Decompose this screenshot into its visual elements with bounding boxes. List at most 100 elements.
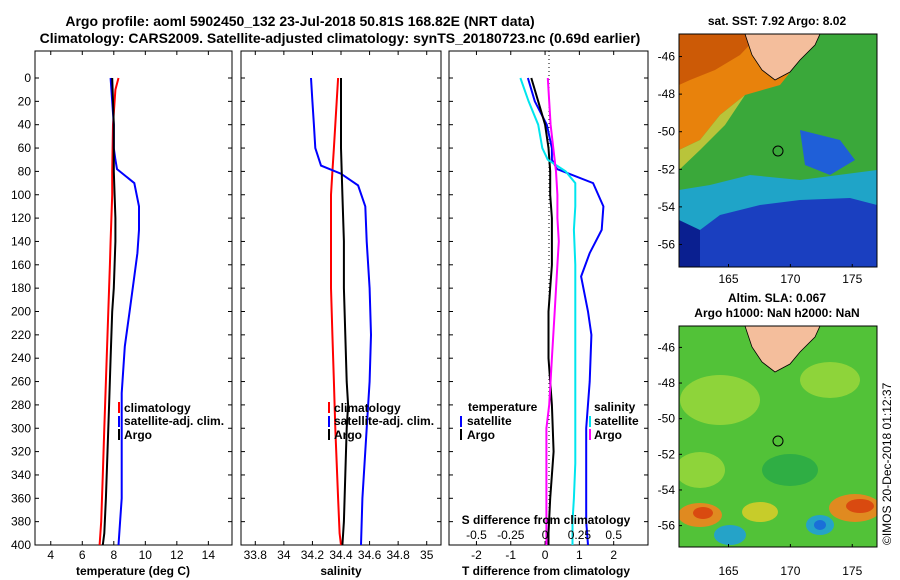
x-tick-label: 34.4 — [329, 548, 353, 562]
sst-argo-marker — [772, 145, 784, 157]
map-y-tick-label: -56 — [658, 237, 676, 251]
x-tick-label: 0 — [542, 548, 549, 562]
temperature-panel — [34, 50, 233, 546]
depth-tick-label: 200 — [11, 305, 31, 319]
map-x-tick-label: 170 — [780, 272, 800, 286]
legend-argo: Argo — [124, 428, 152, 442]
depth-tick-label: 340 — [11, 468, 31, 482]
depth-tick-label: 60 — [18, 141, 32, 155]
salinity-xlabel: salinity — [320, 564, 362, 578]
s-tick-label: 0.25 — [568, 528, 592, 542]
sst-map-frame — [678, 33, 878, 268]
map-y-tick-label: -48 — [658, 376, 676, 390]
depth-tick-label: 20 — [18, 94, 32, 108]
map-x-tick-label: 170 — [780, 564, 800, 578]
map-y-tick-label: -50 — [658, 412, 676, 426]
depth-tick-label: 140 — [11, 234, 31, 248]
sla-light-patch — [679, 452, 725, 488]
sla-map — [679, 326, 877, 547]
map-y-tick-label: -52 — [658, 162, 676, 176]
sla-map-frame — [678, 325, 878, 548]
x-tick-label: -1 — [505, 548, 516, 562]
s-difference-ticks: -0.5 -0.25 0 0.25 0.5 — [466, 528, 622, 542]
depth-tick-label: 320 — [11, 445, 31, 459]
x-tick-label: 35 — [420, 548, 434, 562]
legend-satellite: satellite-adj. clim. — [124, 414, 224, 428]
series-line-argo — [101, 77, 117, 546]
axis-ticks — [35, 51, 648, 546]
x-tick-label: 1 — [576, 548, 583, 562]
s-tick-label: 0 — [542, 528, 549, 542]
sst-yellow-band — [679, 95, 745, 170]
map-y-tick-label: -52 — [658, 447, 676, 461]
sla-land — [744, 326, 821, 373]
sla-map-title-line2: Argo h1000: NaN h2000: NaN — [694, 306, 859, 320]
depth-tick-label: 400 — [11, 538, 31, 552]
map-x-tick-label: 175 — [842, 564, 862, 578]
sla-mid-anomaly — [742, 502, 778, 522]
sst-blue-patch — [800, 130, 855, 175]
sla-light-patch — [800, 362, 860, 398]
s-difference-label: S difference from climatology — [462, 513, 631, 527]
x-tick-label: 4 — [47, 548, 54, 562]
s-tick-label: -0.25 — [497, 528, 525, 542]
legend-s-satellite: satellite — [594, 414, 639, 428]
x-tick-label: 34.2 — [301, 548, 325, 562]
series-line-s-argo — [545, 77, 560, 545]
map-y-tick-label: -54 — [658, 200, 676, 214]
x-tick-label: 10 — [139, 548, 153, 562]
sla-map-title-line1: Altim. SLA: 0.067 — [728, 291, 826, 305]
depth-tick-label: 380 — [11, 515, 31, 529]
x-tick-label: 34.8 — [386, 548, 410, 562]
legend-title-salinity: salinity — [594, 400, 636, 414]
legend-argo: Argo — [334, 428, 362, 442]
map-y-tick-label: -50 — [658, 125, 676, 139]
x-tick-label: 33.8 — [244, 548, 268, 562]
depth-tick-label: 40 — [18, 118, 32, 132]
sst-warm-core — [679, 34, 760, 85]
legend-satellite: satellite-adj. clim. — [334, 414, 434, 428]
series-line-s-satellite — [519, 77, 577, 545]
x-tick-labels: 4 6 8 10 12 14 33.8 34 34.2 34.4 34.6 34.8 35 -2 -1 0 1 2 — [47, 548, 617, 562]
legend-title-temperature: temperature — [468, 400, 538, 414]
sst-map — [679, 34, 877, 267]
legend-climatology: climatology — [124, 401, 191, 415]
credit-text: ©IMOS 20-Dec-2018 01:12:37 — [880, 382, 894, 545]
x-tick-label: 2 — [610, 548, 617, 562]
map-axis-labels: 165 170 175 -46 -48 -50 -52 -54 -56 165 170 175 -46 -… — [658, 50, 863, 578]
series-line-argo — [340, 78, 350, 546]
sst-blue-region — [700, 198, 877, 267]
difference-legend-salinity: salinity satellite Argo — [589, 400, 639, 442]
x-tick-label: 34.6 — [358, 548, 382, 562]
x-tick-label: -2 — [471, 548, 482, 562]
series-line-satellite-adj-clim- — [310, 77, 373, 546]
legend-t-satellite: satellite — [467, 414, 512, 428]
series-line-satellite-adj-clim- — [109, 77, 140, 546]
sla-dark-patch — [762, 454, 818, 486]
map-x-tick-label: 175 — [842, 272, 862, 286]
depth-tick-label: 300 — [11, 421, 31, 435]
series-line-t-satellite — [526, 77, 605, 546]
figure-title-line2: Climatology: CARS2009. Satellite-adjuste… — [40, 30, 641, 46]
sla-low-anomaly — [714, 525, 746, 545]
map-y-tick-label: -46 — [658, 50, 676, 64]
depth-axis-labels: 0 20 40 60 80 100 120 140 160 180 200 220 240 260 280 3… — [11, 71, 31, 552]
map-y-tick-label: -54 — [658, 483, 676, 497]
map-x-tick-label: 165 — [718, 272, 738, 286]
legend-s-argo: Argo — [594, 428, 622, 442]
sst-deep-blue — [679, 220, 700, 267]
x-tick-label: 14 — [202, 548, 216, 562]
figure-title-line1: Argo profile: aoml 5902450_132 23-Jul-20… — [65, 13, 534, 29]
depth-tick-label: 120 — [11, 211, 31, 225]
depth-tick-label: 260 — [11, 375, 31, 389]
x-tick-label: 8 — [110, 548, 117, 562]
profile-lines — [98, 77, 605, 546]
sla-light-patch — [680, 375, 760, 425]
sla-argo-marker — [772, 435, 784, 447]
sst-land — [744, 34, 821, 81]
map-y-tick-label: -48 — [658, 87, 676, 101]
salinity-legend: climatology satellite-adj. clim. Argo — [328, 401, 434, 442]
map-x-tick-label: 165 — [718, 564, 738, 578]
x-tick-label: 6 — [79, 548, 86, 562]
